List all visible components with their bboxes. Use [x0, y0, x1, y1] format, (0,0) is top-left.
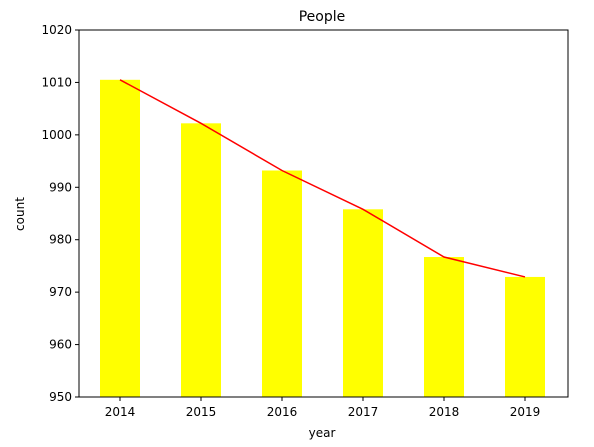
bars-layer: [100, 79, 545, 398]
bar-2014: [100, 79, 140, 398]
bar-2015: [181, 123, 221, 397]
y-tick-label: 1010: [41, 75, 72, 89]
x-tick-label: 2019: [510, 405, 541, 419]
x-tick-label: 2015: [186, 405, 217, 419]
y-tick-label: 950: [49, 390, 72, 404]
bar-2017: [343, 209, 383, 397]
y-tick-label: 970: [49, 285, 72, 299]
y-tick-label: 1020: [41, 23, 72, 37]
bar-2016: [262, 170, 302, 397]
x-tick-label: 2014: [105, 405, 136, 419]
x-axis: 2014 2015 2016 2017 2018 2019: [105, 397, 541, 419]
y-tick-label: 960: [49, 338, 72, 352]
trend-line: [119, 79, 526, 278]
line-layer: [119, 79, 526, 278]
bar-2019: [505, 276, 545, 397]
chart-title: People: [299, 9, 346, 25]
y-tick-label: 990: [49, 180, 72, 194]
x-axis-label: year: [309, 426, 336, 440]
x-tick-label: 2018: [429, 405, 460, 419]
y-axis: 950 960 970 980 990 1000 1010 1020: [41, 23, 79, 404]
y-tick-label: 1000: [41, 128, 72, 142]
y-axis-label: count: [13, 197, 27, 231]
y-tick-label: 980: [49, 233, 72, 247]
bar-2018: [424, 257, 464, 397]
x-tick-label: 2016: [267, 405, 298, 419]
plot-frame: [78, 29, 569, 398]
x-tick-label: 2017: [348, 405, 379, 419]
